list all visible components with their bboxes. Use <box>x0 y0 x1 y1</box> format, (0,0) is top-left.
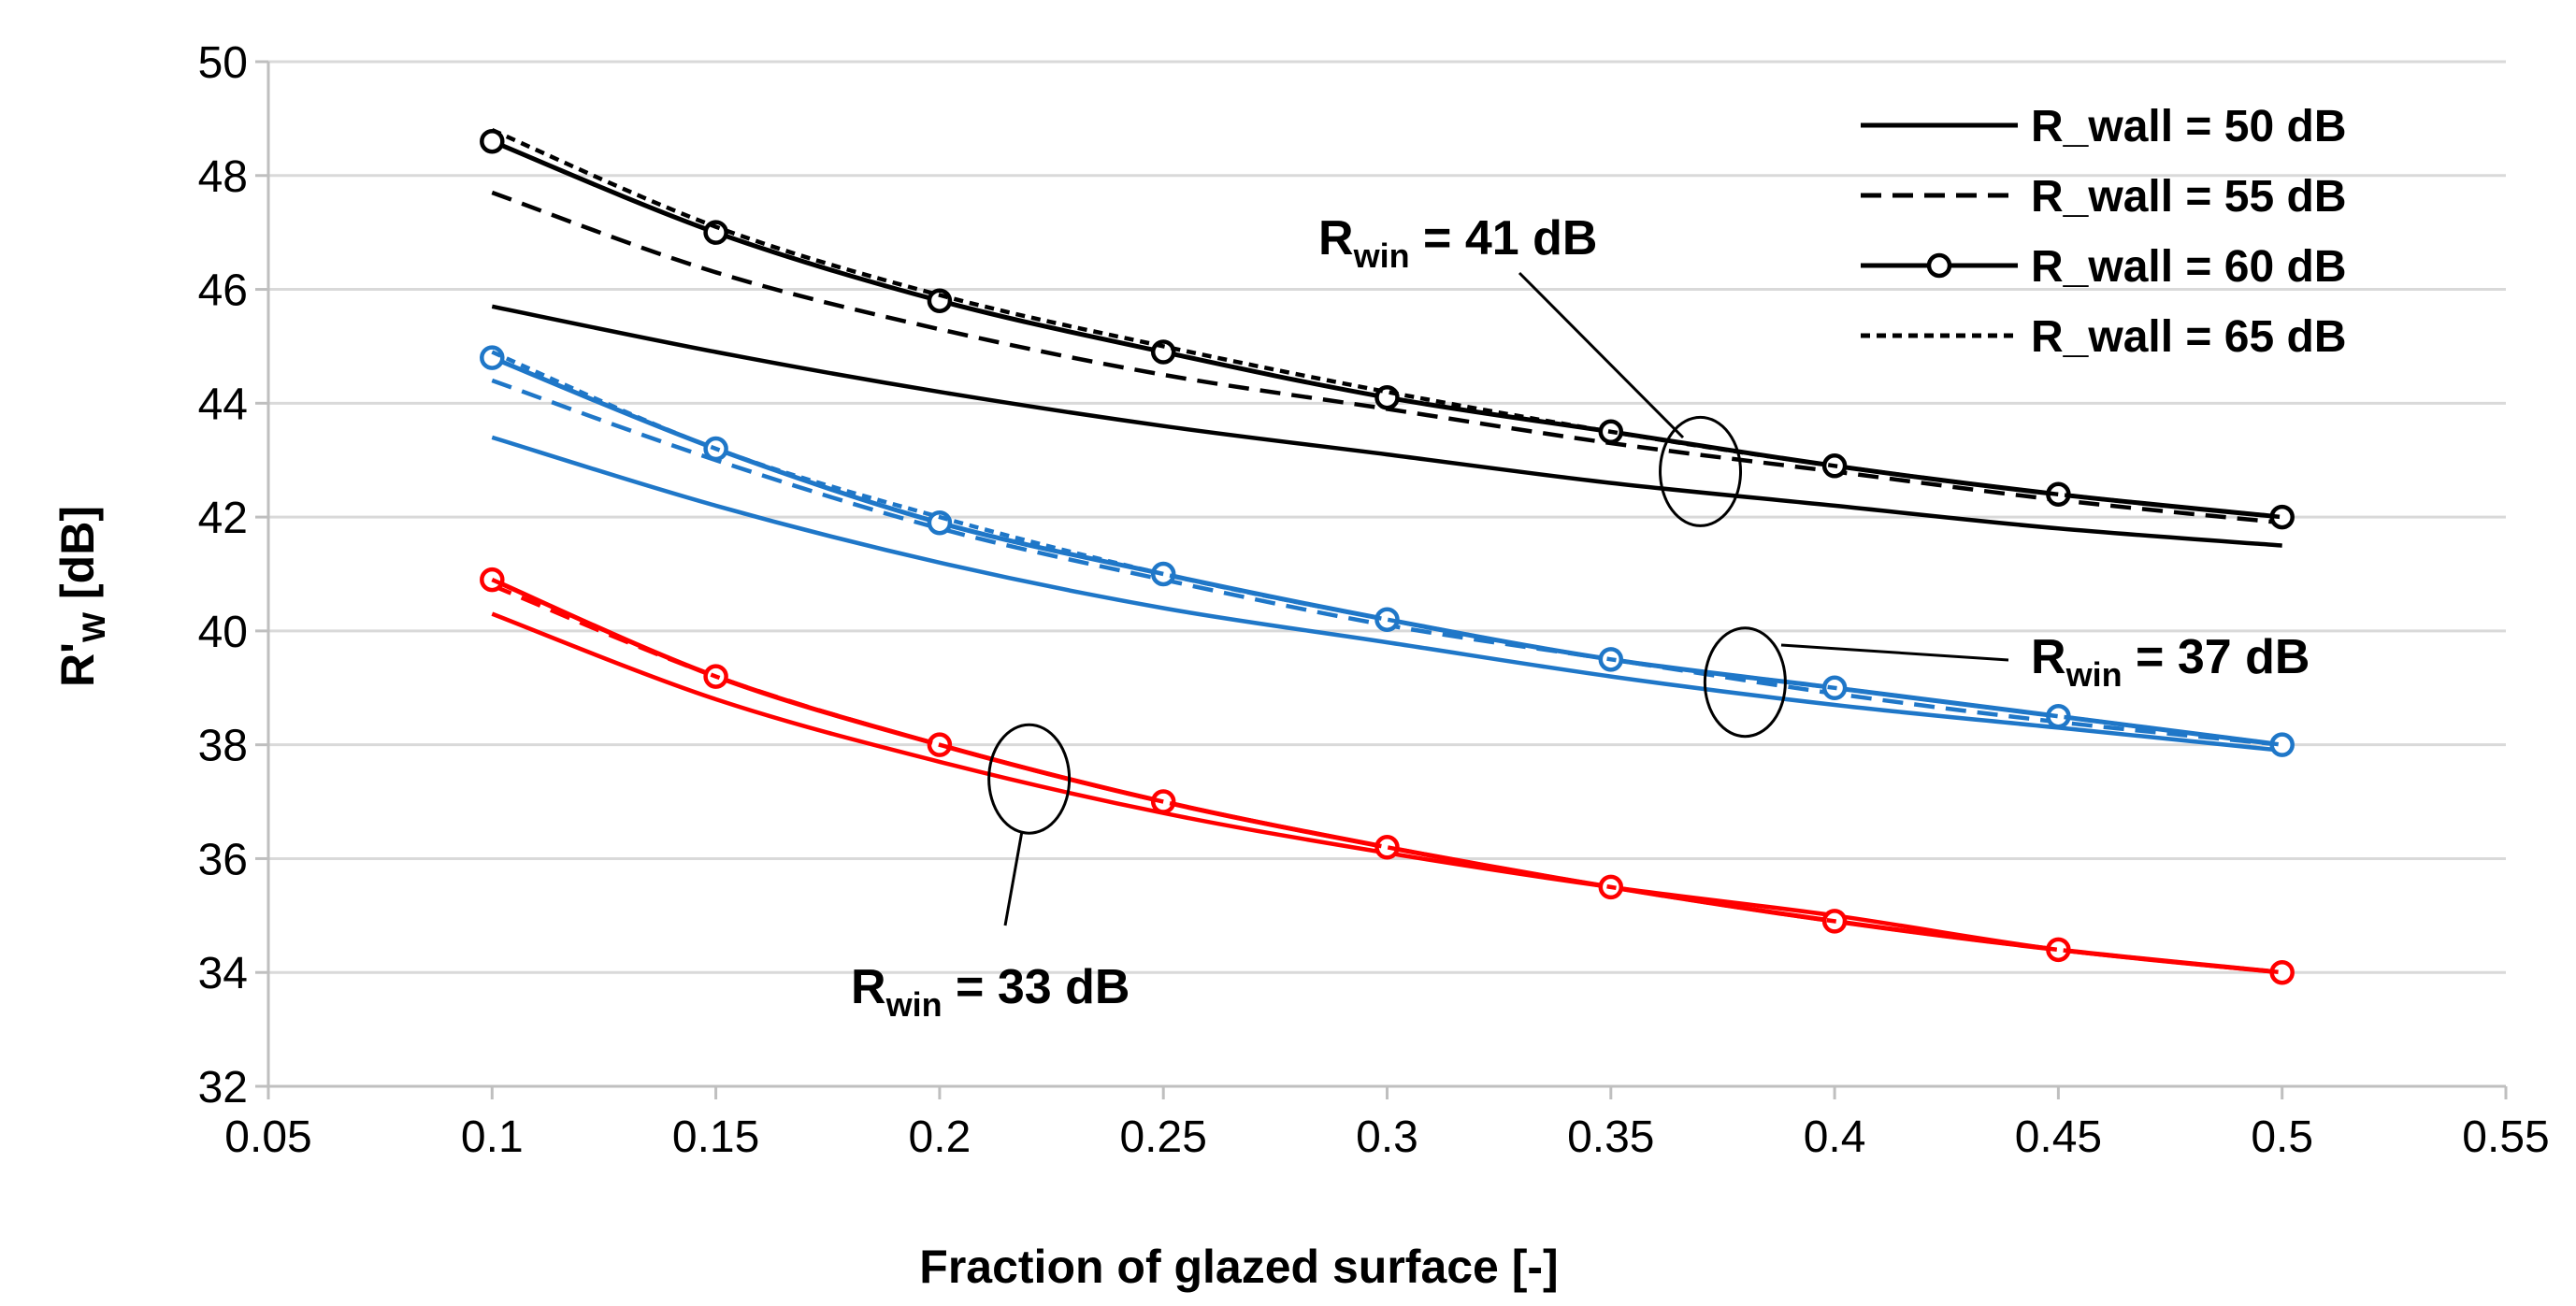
axes: 32 34 36 38 40 42 44 46 48 50 0.05 0.1 0.15 0.2 0.25 0.… <box>198 38 2550 1162</box>
x-tick-label: 0.2 <box>909 1112 971 1162</box>
annotation-label: Rwin = 41 dB <box>1318 211 1597 275</box>
x-tick-label: 0.35 <box>1567 1112 1654 1162</box>
x-tick-label: 0.55 <box>2462 1112 2549 1162</box>
legend-entry: R_wall = 65 dB <box>1861 312 2346 362</box>
x-tick-label: 0.4 <box>1804 1112 1866 1162</box>
annotation-label-main: R <box>851 960 886 1014</box>
legend-label: R_wall = 60 dB <box>2031 242 2346 292</box>
series-line-2-0 <box>491 611 2282 975</box>
x-axis-title: Fraction of glazed surface [-] <box>919 1241 1558 1293</box>
legend-label: R_wall = 50 dB <box>2031 102 2346 151</box>
annotation-ellipse <box>1659 415 1743 527</box>
annotation-label-sub: win <box>1353 237 1410 275</box>
y-axis-title-sub: W <box>77 611 112 642</box>
legend-entry: R_wall = 50 dB <box>1861 102 2346 151</box>
y-tick-label: 50 <box>198 38 248 88</box>
annotation-label-rest: = 33 dB <box>943 960 1130 1014</box>
series-group-0 <box>480 128 2295 548</box>
series-line-1-3 <box>491 350 2282 747</box>
annotation-label-rest: = 37 dB <box>2123 630 2310 684</box>
annotation-ellipse <box>987 723 1072 835</box>
annotation-label-sub: win <box>2065 655 2123 694</box>
annotation-label-sub: win <box>885 985 943 1024</box>
legend-label: R_wall = 55 dB <box>2031 172 2346 222</box>
annotation-leader-line <box>1518 271 1685 439</box>
y-tick-label: 32 <box>198 1063 248 1112</box>
y-tick-label: 46 <box>198 266 248 316</box>
series-line-2-3 <box>491 578 2282 975</box>
y-axis-title-main: R' <box>51 642 104 687</box>
series-line-0-3 <box>491 128 2282 520</box>
y-axis-title: R'W [dB] <box>51 506 112 687</box>
x-tick-label: 0.45 <box>2015 1112 2102 1162</box>
annotation-leader-line <box>1003 830 1024 926</box>
data-point-marker <box>480 345 505 370</box>
annotation-leader-line <box>1780 643 2009 662</box>
y-axis-title-unit: [dB] <box>51 506 104 612</box>
annotation-label: Rwin = 37 dB <box>2031 630 2310 694</box>
annotation-ellipse <box>1703 626 1787 739</box>
data-point-marker <box>1150 561 1176 587</box>
x-tick-label: 0.15 <box>672 1112 759 1162</box>
series-line-0-0 <box>491 304 2282 548</box>
x-tick-label: 0.3 <box>1356 1112 1418 1162</box>
series-group-2 <box>480 567 2295 985</box>
legend-swatch-marker <box>1926 252 1952 279</box>
annotation-label-main: R <box>2031 630 2066 684</box>
series-group-1 <box>480 345 2295 757</box>
legend-entry: R_wall = 60 dB <box>1861 242 2346 292</box>
legend-label: R_wall = 65 dB <box>2031 312 2346 362</box>
legend: R_wall = 50 dB R_wall = 55 dB R_wall = 60 … <box>1861 102 2346 362</box>
series-lines <box>480 128 2295 985</box>
series-line-0-2 <box>491 138 2282 520</box>
x-tick-label: 0.05 <box>224 1112 311 1162</box>
y-tick-label: 48 <box>198 152 248 202</box>
y-tick-label: 42 <box>198 494 248 543</box>
x-tick-label: 0.1 <box>461 1112 524 1162</box>
x-tick-label: 0.5 <box>2251 1112 2313 1162</box>
y-tick-label: 38 <box>198 722 248 771</box>
y-tick-label: 40 <box>198 608 248 657</box>
series-line-1-0 <box>491 435 2282 753</box>
data-point-marker <box>480 567 505 593</box>
annotation-label-rest: = 41 dB <box>1410 211 1598 266</box>
legend-entry: R_wall = 55 dB <box>1861 172 2346 222</box>
y-tick-label: 36 <box>198 835 248 884</box>
annotation-label-main: R <box>1318 211 1354 266</box>
x-tick-label: 0.25 <box>1119 1112 1206 1162</box>
series-line-2-2 <box>491 577 2282 975</box>
y-tick-label: 44 <box>198 380 248 429</box>
annotation-label: Rwin = 33 dB <box>851 960 1130 1024</box>
series-line-1-2 <box>491 355 2283 748</box>
y-tick-label: 34 <box>198 949 248 998</box>
